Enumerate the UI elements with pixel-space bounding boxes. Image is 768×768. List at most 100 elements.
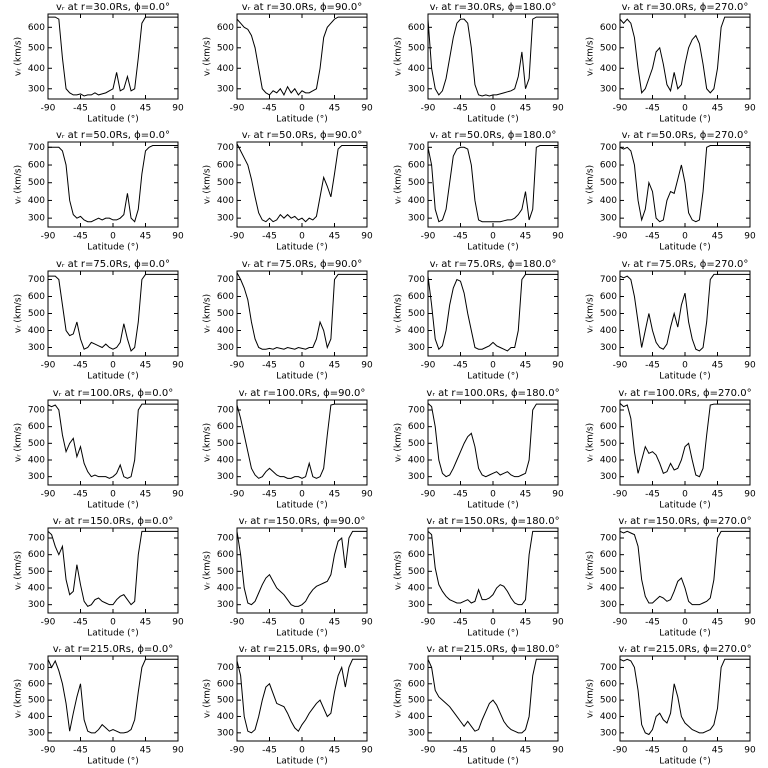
- y-tick-label: 400: [600, 196, 617, 206]
- x-tick-label: 45: [329, 104, 340, 114]
- y-tick-label: 400: [217, 196, 234, 206]
- x-tick-label: 45: [520, 746, 531, 756]
- panel-title: vᵣ at r=30.0Rs, ϕ=270.0°: [622, 2, 749, 13]
- y-tick-label: 400: [600, 326, 617, 336]
- y-tick-label: 300: [600, 214, 617, 224]
- y-tick-label: 600: [28, 23, 45, 33]
- x-tick-label: 45: [520, 490, 531, 500]
- x-tick-label: 0: [299, 618, 305, 628]
- y-tick-label: 700: [28, 406, 45, 416]
- y-tick-label: 600: [28, 422, 45, 432]
- x-tick-label: -90: [41, 490, 56, 500]
- y-tick-label: 400: [28, 456, 45, 466]
- plot-frame: [619, 399, 751, 486]
- x-tick-label: 45: [712, 361, 723, 371]
- x-tick-label: -90: [421, 618, 436, 628]
- panel-title: vᵣ at r=215.0Rs, ϕ=0.0°: [53, 644, 173, 655]
- plot-frame: [427, 13, 559, 100]
- x-tick-label: -90: [41, 618, 56, 628]
- x-tick-label: -45: [262, 746, 277, 756]
- x-tick-label: -45: [453, 361, 468, 371]
- plot-frame: [47, 141, 179, 228]
- x-axis-label: Latitude (°): [87, 372, 138, 382]
- y-axis-label: vᵣ (km/s): [203, 37, 213, 76]
- y-tick-label: 500: [600, 696, 617, 706]
- data-line: [427, 402, 558, 478]
- x-tick-label: 90: [744, 361, 756, 371]
- panel-title: vᵣ at r=100.0Rs, ϕ=270.0°: [618, 388, 751, 399]
- y-tick-label: 600: [408, 422, 425, 432]
- x-axis-label: Latitude (°): [87, 501, 138, 511]
- plot-frame: [427, 527, 559, 614]
- y-tick-label: 400: [600, 64, 617, 74]
- x-tick-label: 0: [682, 746, 688, 756]
- x-tick-label: -45: [73, 232, 88, 242]
- panel-title: vᵣ at r=50.0Rs, ϕ=180.0°: [430, 130, 557, 141]
- x-tick-label: 45: [140, 361, 151, 371]
- y-tick-label: 300: [600, 728, 617, 738]
- x-tick-label: -45: [645, 232, 660, 242]
- y-tick-label: 400: [28, 196, 45, 206]
- y-tick-label: 600: [28, 679, 45, 689]
- x-tick-label: -90: [421, 361, 436, 371]
- y-tick-label: 500: [217, 567, 234, 577]
- panel-title: vᵣ at r=75.0Rs, ϕ=180.0°: [430, 259, 557, 270]
- panel-title: vᵣ at r=150.0Rs, ϕ=180.0°: [426, 516, 559, 527]
- x-axis-label: Latitude (°): [467, 372, 518, 382]
- x-tick-label: 45: [140, 490, 151, 500]
- y-tick-label: 300: [217, 728, 234, 738]
- x-axis-label: Latitude (°): [276, 243, 327, 253]
- y-tick-label: 400: [600, 584, 617, 594]
- x-tick-label: 0: [110, 618, 116, 628]
- y-tick-label: 700: [217, 406, 234, 416]
- x-tick-label: 90: [361, 232, 373, 242]
- y-tick-label: 600: [217, 679, 234, 689]
- data-line: [236, 658, 367, 734]
- x-tick-label: 90: [552, 104, 564, 114]
- x-tick-label: 45: [520, 232, 531, 242]
- y-tick-label: 700: [408, 534, 425, 544]
- y-tick-label: 600: [600, 23, 617, 33]
- x-axis-label: Latitude (°): [467, 501, 518, 511]
- x-tick-label: 0: [299, 490, 305, 500]
- y-tick-label: 500: [217, 439, 234, 449]
- y-tick-label: 700: [28, 143, 45, 153]
- x-tick-label: -90: [421, 104, 436, 114]
- y-tick-label: 500: [600, 439, 617, 449]
- x-tick-label: -90: [230, 746, 245, 756]
- y-tick-label: 500: [408, 178, 425, 188]
- y-tick-label: 600: [408, 550, 425, 560]
- x-tick-label: 90: [172, 104, 184, 114]
- y-tick-label: 500: [28, 567, 45, 577]
- y-tick-label: 400: [28, 712, 45, 722]
- y-tick-label: 500: [28, 696, 45, 706]
- x-tick-label: 45: [712, 746, 723, 756]
- y-tick-label: 300: [600, 84, 617, 94]
- data-line: [236, 403, 367, 479]
- plot-frame: [236, 527, 368, 614]
- x-tick-label: 0: [490, 361, 496, 371]
- x-tick-label: 45: [329, 361, 340, 371]
- x-tick-label: -90: [613, 618, 628, 628]
- y-axis-label: vᵣ (km/s): [203, 294, 213, 333]
- x-tick-label: -90: [230, 232, 245, 242]
- data-line: [47, 658, 178, 734]
- y-tick-label: 500: [217, 309, 234, 319]
- x-tick-label: 0: [110, 746, 116, 756]
- x-axis-label: Latitude (°): [276, 501, 327, 511]
- y-tick-label: 300: [28, 472, 45, 482]
- y-tick-label: 300: [217, 600, 234, 610]
- y-axis-label: vᵣ (km/s): [586, 679, 596, 718]
- x-tick-label: 45: [140, 746, 151, 756]
- y-tick-label: 300: [408, 214, 425, 224]
- y-tick-label: 700: [28, 534, 45, 544]
- x-tick-label: 45: [520, 618, 531, 628]
- y-tick-label: 400: [600, 712, 617, 722]
- x-tick-label: -45: [645, 618, 660, 628]
- data-line: [427, 16, 558, 97]
- y-axis-label: vᵣ (km/s): [394, 165, 404, 204]
- data-line: [47, 403, 178, 479]
- x-tick-label: -90: [421, 232, 436, 242]
- y-tick-label: 600: [28, 550, 45, 560]
- x-tick-label: 45: [520, 104, 531, 114]
